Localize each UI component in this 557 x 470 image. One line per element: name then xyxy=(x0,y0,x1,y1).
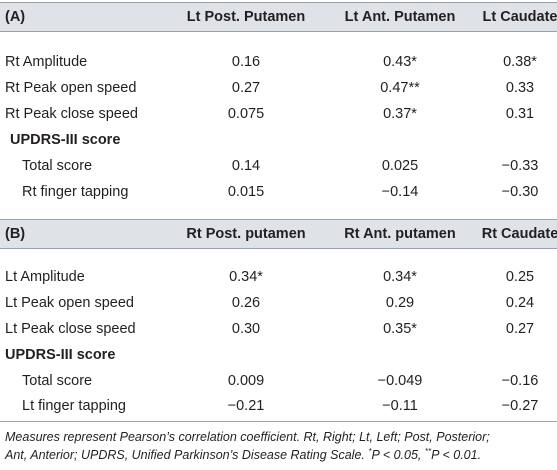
row-label: Rt finger tapping xyxy=(22,184,129,200)
footnote-line-2: Ant, Anterior; UPDRS, Unified Parkinson’… xyxy=(5,446,482,462)
row-label: Total score xyxy=(22,373,93,389)
row-label: Lt finger tapping xyxy=(22,398,126,414)
panel-b-label: (B) xyxy=(5,226,26,242)
panel-a-header xyxy=(0,2,557,32)
panel-a-subheading: UPDRS-III score xyxy=(10,132,121,148)
row-label: Lt Peak open speed xyxy=(5,295,134,311)
row-label: Rt Peak open speed xyxy=(5,80,137,96)
panel-a-label: (A) xyxy=(5,9,26,25)
row-label: Rt Amplitude xyxy=(5,54,88,70)
row-label: Total score xyxy=(22,158,93,174)
row-label: Lt Amplitude xyxy=(5,269,85,285)
panel-b-header xyxy=(0,219,557,249)
row-label: Rt Peak close speed xyxy=(5,106,138,122)
table-footnote: Measures represent Pearson’s correlation… xyxy=(5,428,555,464)
table-bottom-rule xyxy=(0,421,557,422)
row-label: Lt Peak close speed xyxy=(5,321,136,337)
panel-b-subheading: UPDRS-III score xyxy=(5,347,116,363)
footnote-line-1: Measures represent Pearson’s correlation… xyxy=(5,430,490,444)
